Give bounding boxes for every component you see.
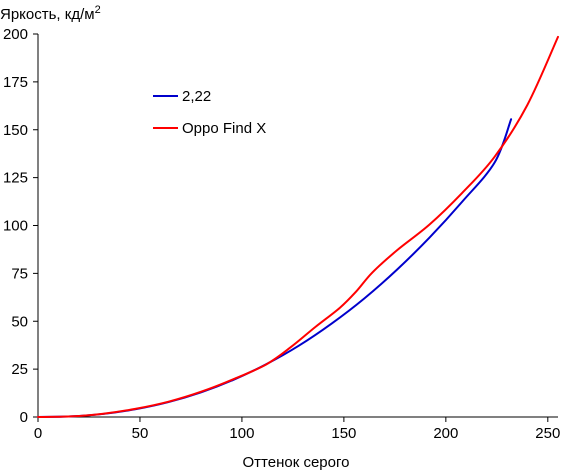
y-axis-title: Яркость, кд/м2 bbox=[0, 4, 101, 23]
legend: 2,22 Oppo Find X bbox=[153, 88, 266, 137]
ticks: 0 50 100 150 200 250 0 25 50 75 100 125 150 175 200 bbox=[3, 26, 560, 442]
x-tick-label: 50 bbox=[132, 425, 149, 442]
y-tick-label: 175 bbox=[3, 74, 28, 91]
y-tick-label: 200 bbox=[3, 26, 28, 43]
axes bbox=[37, 34, 558, 418]
y-tick-label: 50 bbox=[11, 313, 28, 330]
series-line-0 bbox=[37, 118, 513, 418]
y-tick-label: 25 bbox=[11, 361, 28, 378]
x-tick-label: 250 bbox=[535, 425, 560, 442]
series-lines bbox=[37, 35, 559, 418]
legend-label-0: 2,22 bbox=[182, 88, 211, 105]
y-tick-label: 125 bbox=[3, 170, 28, 187]
x-tick-label: 200 bbox=[433, 425, 458, 442]
x-tick-label: 0 bbox=[34, 425, 42, 442]
y-tick-label: 100 bbox=[3, 218, 28, 235]
x-axis-title: Оттенок серого bbox=[243, 454, 350, 470]
y-tick-label: 150 bbox=[3, 122, 28, 139]
x-tick-label: 150 bbox=[331, 425, 356, 442]
x-tick-label: 100 bbox=[229, 425, 254, 442]
y-tick-label: 0 bbox=[20, 409, 28, 426]
y-tick-label: 75 bbox=[11, 265, 28, 282]
legend-label-1: Oppo Find X bbox=[182, 120, 266, 137]
series-line-1 bbox=[37, 35, 559, 418]
